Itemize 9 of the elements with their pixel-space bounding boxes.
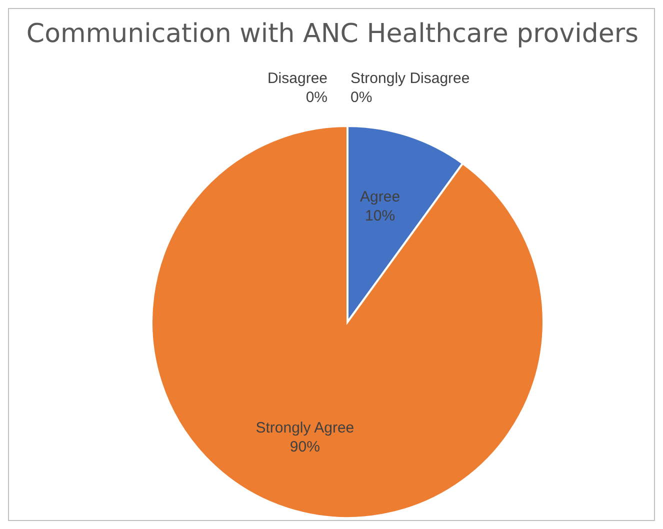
data-label: 10% xyxy=(365,207,396,224)
text: 0% xyxy=(350,89,372,106)
slice-label: Agree xyxy=(360,188,400,206)
category-label: Strongly Disagree xyxy=(350,70,470,87)
data-label: 90% xyxy=(290,438,320,456)
text: 0% xyxy=(306,89,328,106)
category-label: Disagree xyxy=(267,70,328,87)
slice-label: Strongly Agree xyxy=(256,420,354,437)
chart-title: Communication with ANC Healthcare providers xyxy=(25,19,640,49)
